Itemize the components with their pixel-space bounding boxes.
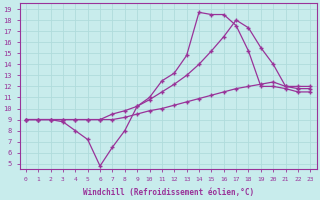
X-axis label: Windchill (Refroidissement éolien,°C): Windchill (Refroidissement éolien,°C) [83,188,254,197]
